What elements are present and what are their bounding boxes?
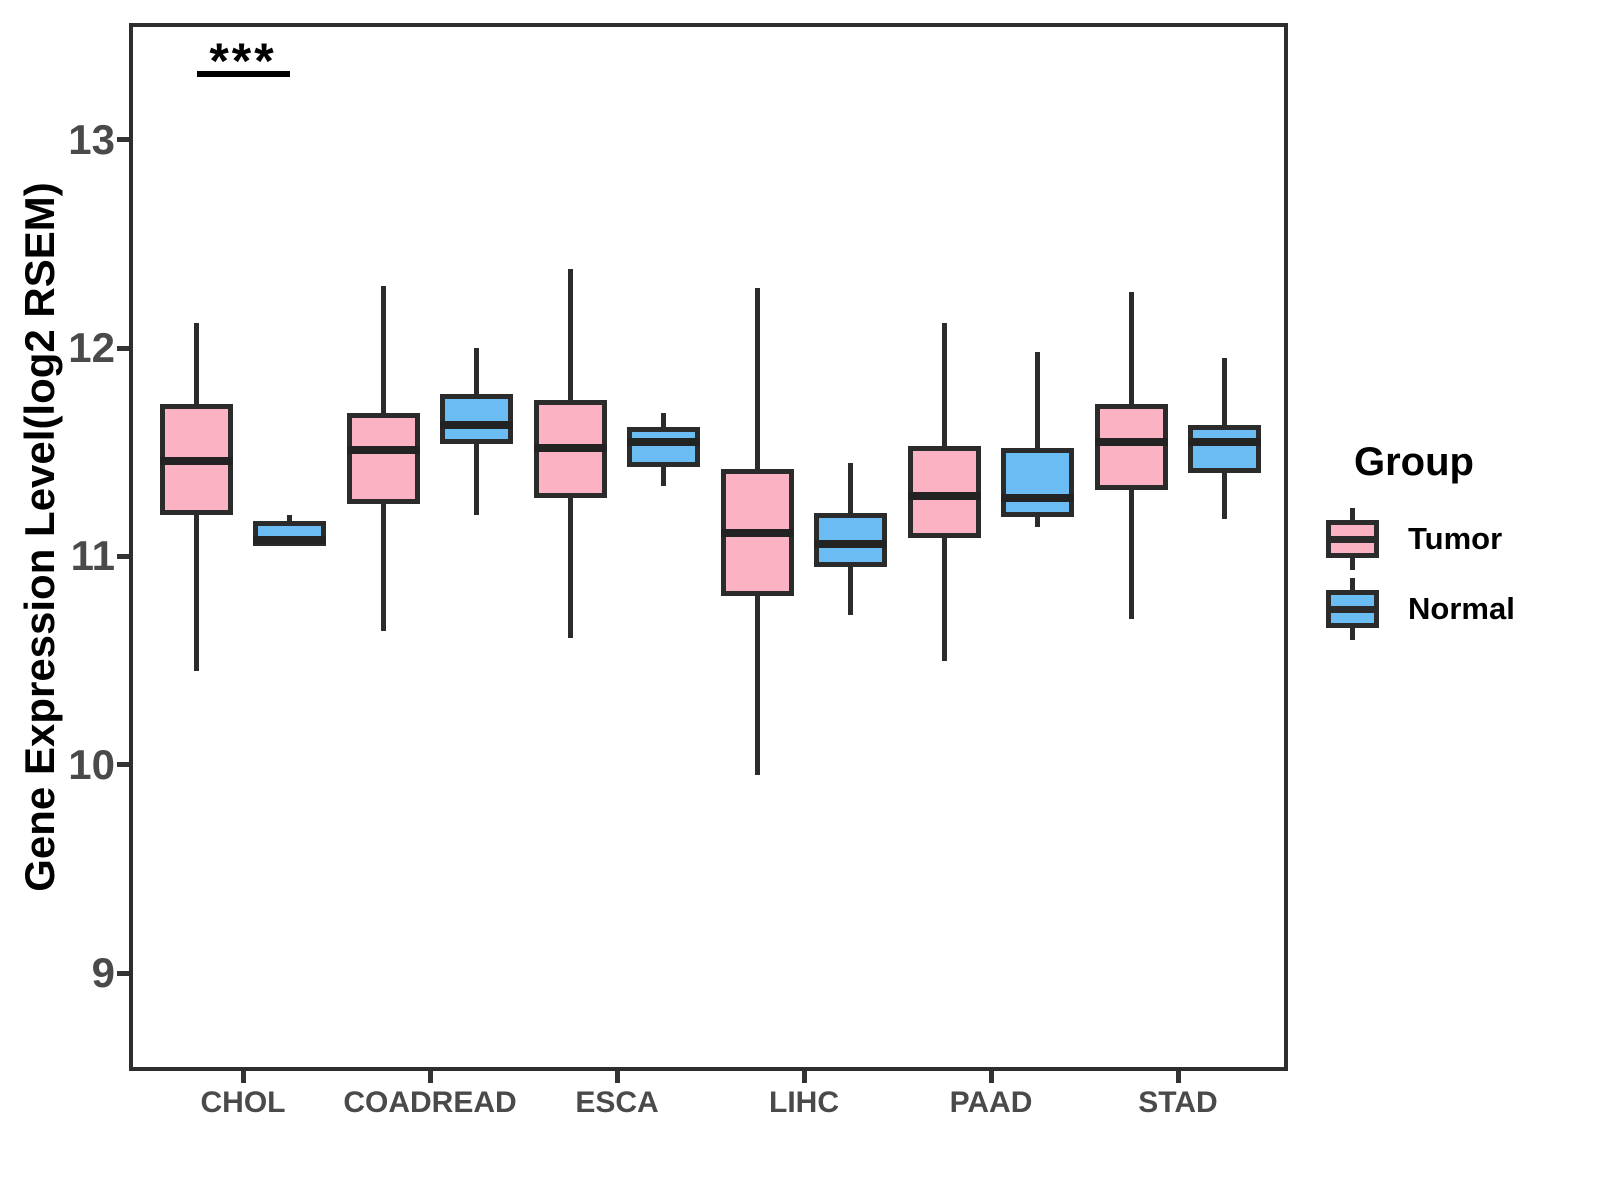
whisker-upper-COADREAD-tumor bbox=[381, 285, 386, 413]
whisker-lower-ESCA-normal bbox=[661, 466, 666, 486]
whisker-lower-PAAD-normal bbox=[1035, 516, 1040, 528]
y-axis-tick-label: 11 bbox=[70, 532, 115, 580]
x-axis-tick-label: STAD bbox=[1138, 1086, 1218, 1119]
y-axis-tick-label: 9 bbox=[91, 949, 115, 997]
whisker-lower-COADREAD-normal bbox=[474, 443, 479, 515]
box-LIHC-normal bbox=[814, 512, 887, 567]
median-line-LIHC-normal bbox=[814, 539, 887, 548]
median-line-CHOL-tumor bbox=[160, 456, 233, 465]
x-axis-tick bbox=[988, 1071, 994, 1083]
y-axis-tick bbox=[117, 345, 129, 351]
box-PAAD-normal bbox=[1001, 448, 1074, 517]
y-axis-tick bbox=[117, 553, 129, 559]
whisker-upper-PAAD-normal bbox=[1035, 352, 1040, 449]
x-axis-tick bbox=[1175, 1071, 1181, 1083]
box-COADREAD-tumor bbox=[347, 412, 420, 505]
whisker-upper-STAD-tumor bbox=[1129, 291, 1134, 405]
boxplot-glyph-icon bbox=[1326, 508, 1380, 570]
median-line-COADREAD-tumor bbox=[347, 446, 420, 455]
plot-panel bbox=[129, 23, 1288, 1071]
legend-key-tumor: Tumor bbox=[1326, 508, 1600, 570]
whisker-upper-LIHC-normal bbox=[848, 462, 853, 513]
boxplot-glyph-icon bbox=[1326, 578, 1380, 640]
whisker-lower-COADREAD-tumor bbox=[381, 504, 386, 632]
legend: Group Tumor Normal bbox=[1326, 438, 1600, 640]
legend-label-normal: Normal bbox=[1408, 591, 1515, 626]
whisker-upper-ESCA-normal bbox=[661, 412, 666, 428]
whisker-upper-PAAD-tumor bbox=[942, 323, 947, 446]
x-axis-tick-label: PAAD bbox=[949, 1086, 1033, 1119]
whisker-upper-STAD-normal bbox=[1222, 358, 1227, 426]
y-axis-title: Gene Expression Level(log2 RSEM) bbox=[16, 182, 63, 892]
y-axis-tick bbox=[117, 762, 129, 768]
whisker-lower-PAAD-tumor bbox=[942, 537, 947, 661]
y-axis-tick-label: 13 bbox=[68, 115, 115, 163]
median-line-COADREAD-normal bbox=[440, 421, 513, 430]
whisker-upper-COADREAD-normal bbox=[474, 348, 479, 394]
box-STAD-normal bbox=[1188, 425, 1261, 474]
x-axis-tick bbox=[801, 1071, 807, 1083]
x-axis-tick-label: LIHC bbox=[769, 1086, 839, 1119]
median-line-STAD-normal bbox=[1188, 437, 1261, 446]
box-ESCA-normal bbox=[627, 427, 700, 467]
x-axis-tick-label: ESCA bbox=[575, 1086, 659, 1119]
box-PAAD-tumor bbox=[908, 445, 981, 538]
median-line-LIHC-tumor bbox=[721, 529, 794, 538]
x-axis-tick bbox=[427, 1071, 433, 1083]
median-line-STAD-tumor bbox=[1095, 437, 1168, 446]
whisker-lower-LIHC-normal bbox=[848, 566, 853, 615]
median-line-CHOL-normal bbox=[253, 535, 326, 544]
significance-stars: *** bbox=[209, 33, 277, 89]
legend-key-normal: Normal bbox=[1326, 578, 1600, 640]
x-axis-tick bbox=[614, 1071, 620, 1083]
significance-bar bbox=[196, 71, 290, 77]
box-COADREAD-normal bbox=[440, 393, 513, 444]
glyph-median bbox=[1326, 606, 1379, 613]
whisker-lower-ESCA-tumor bbox=[568, 498, 573, 638]
median-line-PAAD-normal bbox=[1001, 494, 1074, 503]
median-line-ESCA-tumor bbox=[534, 444, 607, 453]
x-axis-tick-label: CHOL bbox=[200, 1086, 286, 1119]
x-axis-tick-label: COADREAD bbox=[343, 1086, 517, 1119]
whisker-lower-CHOL-tumor bbox=[194, 514, 199, 671]
box-STAD-tumor bbox=[1095, 404, 1168, 490]
y-axis-tick bbox=[117, 137, 129, 143]
median-line-PAAD-tumor bbox=[908, 491, 981, 500]
whisker-lower-STAD-normal bbox=[1222, 473, 1227, 519]
x-axis-tick bbox=[240, 1071, 246, 1083]
whisker-lower-LIHC-tumor bbox=[755, 595, 760, 776]
y-axis-tick-label: 12 bbox=[68, 324, 115, 372]
y-axis-tick bbox=[117, 970, 129, 976]
y-axis-tick-label: 10 bbox=[68, 740, 115, 788]
whisker-upper-LIHC-tumor bbox=[755, 287, 760, 469]
whisker-upper-CHOL-tumor bbox=[194, 323, 199, 405]
whisker-upper-CHOL-normal bbox=[287, 514, 292, 521]
legend-label-tumor: Tumor bbox=[1408, 521, 1503, 556]
glyph-median bbox=[1326, 536, 1379, 543]
legend-title: Group bbox=[1354, 440, 1474, 484]
whisker-lower-STAD-tumor bbox=[1129, 489, 1134, 619]
whisker-upper-ESCA-tumor bbox=[568, 268, 573, 401]
median-line-ESCA-normal bbox=[627, 437, 700, 446]
